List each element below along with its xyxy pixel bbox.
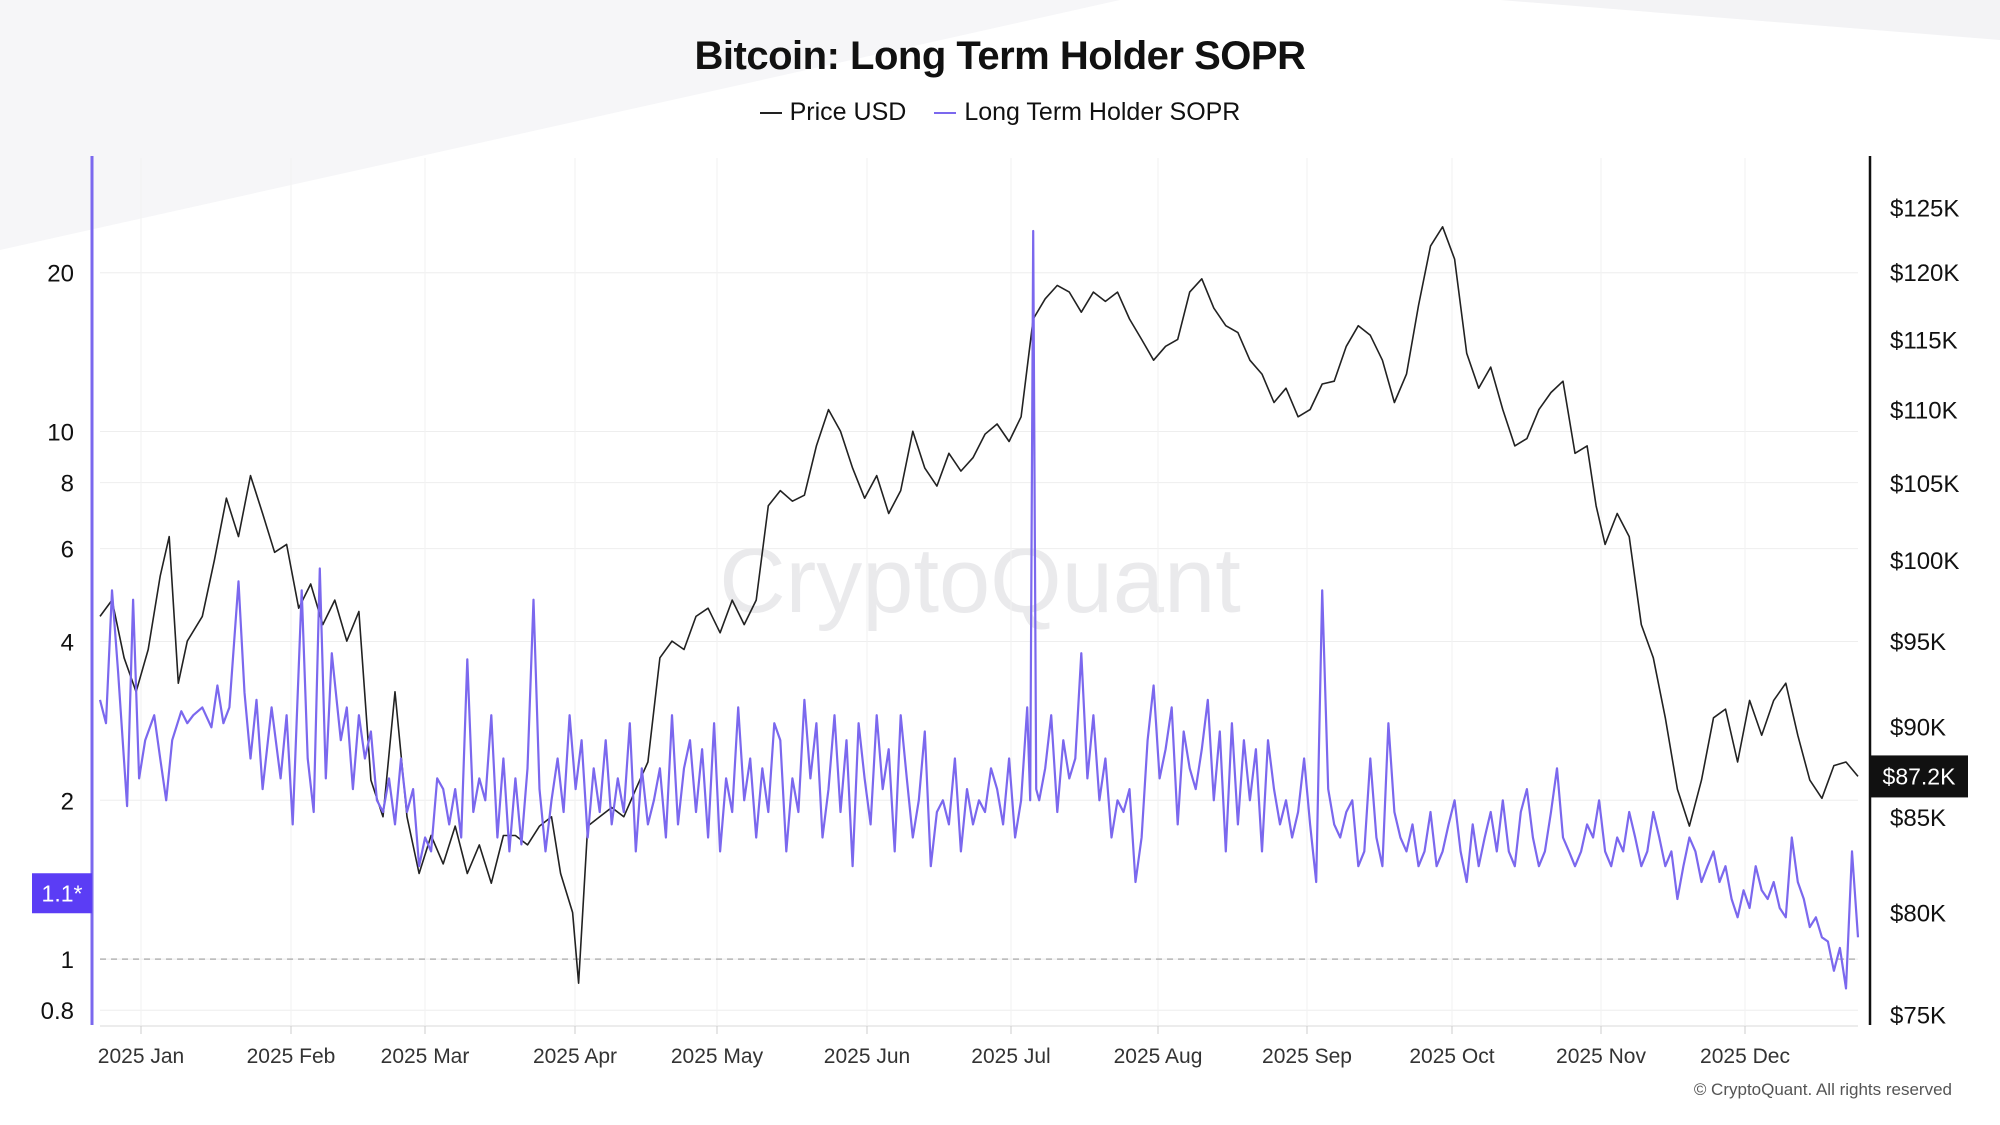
x-tick-label-9: 2025 Oct xyxy=(1409,1045,1494,1068)
sopr-value-badge-text: 1.1* xyxy=(42,880,83,906)
axis-labels: 2025 Jan 2025 Feb 2025 Mar 2025 Apr 2025 May… xyxy=(41,196,1960,1068)
right-tick-label-3: $90K xyxy=(1890,715,1946,742)
right-tick-label-8: $115K xyxy=(1890,327,1958,354)
copyright: © CryptoQuant. All rights reserved xyxy=(1693,1080,1952,1099)
x-tick-label-1: 2025 Feb xyxy=(247,1045,336,1068)
legend-label-sopr: Long Term Holder SOPR xyxy=(964,98,1241,126)
right-tick-label-9: $120K xyxy=(1890,260,1959,287)
sopr-value-badge xyxy=(32,873,92,914)
price-value-badge-text: $87.2K xyxy=(1883,763,1957,789)
legend-item-sopr[interactable]: Long Term Holder SOPR xyxy=(934,98,1240,127)
left-tick-label-7: 20 xyxy=(47,261,74,288)
legend-item-price[interactable]: Price USD xyxy=(759,98,907,127)
left-tick-label-4: 6 xyxy=(61,537,74,564)
left-tick-label-6: 10 xyxy=(47,420,74,447)
x-tick-label-8: 2025 Sep xyxy=(1262,1045,1352,1068)
x-tick-label-5: 2025 Jun xyxy=(824,1045,910,1068)
right-tick-label-7: $110K xyxy=(1890,398,1958,425)
left-tick-label-3: 4 xyxy=(61,629,74,656)
right-tick-label-4: $95K xyxy=(1890,629,1946,656)
left-tick-label-1: 1 xyxy=(61,947,74,974)
right-tick-label-0: $75K xyxy=(1890,1002,1946,1029)
right-tick-label-6: $105K xyxy=(1890,471,1959,498)
chart-title: Bitcoin: Long Term Holder SOPR xyxy=(694,34,1306,78)
right-tick-label-1: $80K xyxy=(1890,901,1946,928)
legend: Price USD Long Term Holder SOPR xyxy=(0,98,2000,127)
left-tick-label-0: 0.8 xyxy=(41,998,74,1025)
x-tick-label-7: 2025 Aug xyxy=(1114,1045,1203,1068)
right-tick-label-2: $85K xyxy=(1890,805,1946,832)
legend-label-price: Price USD xyxy=(789,98,907,126)
price-value-badge xyxy=(1870,755,1968,798)
price-usd-line xyxy=(99,226,1859,985)
series-lines xyxy=(98,226,1860,990)
left-tick-label-2: 2 xyxy=(61,788,74,815)
x-tick-label-6: 2025 Jul xyxy=(971,1045,1050,1068)
right-tick-label-5: $100K xyxy=(1890,548,1959,575)
watermark: CryptoQuant xyxy=(719,530,1241,632)
lth-sopr-line xyxy=(98,229,1860,990)
x-tick-label-3: 2025 Apr xyxy=(533,1045,617,1068)
left-tick-label-5: 8 xyxy=(61,471,74,498)
x-tick-label-10: 2025 Nov xyxy=(1556,1045,1646,1068)
legend-swatch-price xyxy=(759,111,782,114)
x-tick-label-11: 2025 Dec xyxy=(1700,1045,1790,1068)
x-tick-label-2: 2025 Mar xyxy=(381,1045,470,1068)
right-tick-label-10: $125K xyxy=(1890,196,1959,223)
x-tick-label-0: 2025 Jan xyxy=(98,1045,184,1068)
gridlines xyxy=(100,158,1858,1025)
legend-swatch-sopr xyxy=(934,111,957,114)
value-badges: 1.1* $87.2K xyxy=(32,755,1968,914)
x-tick-label-4: 2025 May xyxy=(671,1045,764,1068)
